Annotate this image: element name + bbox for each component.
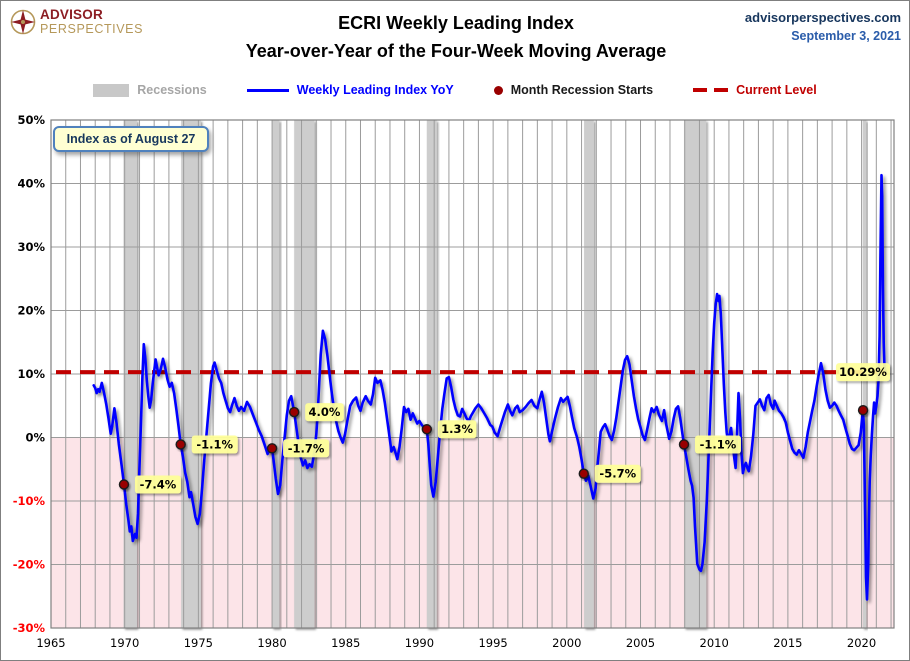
legend-item-recessions: Recessions	[93, 83, 207, 97]
y-tick-label: 40%	[17, 177, 45, 191]
annotation-bg	[283, 439, 330, 458]
line-swatch	[246, 88, 289, 92]
y-tick-label: 20%	[17, 304, 45, 318]
annotation-label: -5.7%	[599, 467, 636, 481]
y-tick-label: 0%	[25, 431, 45, 445]
x-tick-label: 1980	[257, 636, 286, 650]
annotation-bg	[694, 435, 741, 454]
annotation-bg	[134, 475, 181, 494]
dot-swatch	[493, 85, 503, 95]
x-tick-label: 1985	[331, 636, 360, 650]
wli-yoy-chart: 50% 40% 30% 20% 10% 0% -10% -20% -30%1965 1970 197…	[13, 113, 895, 650]
x-tick-label: 2005	[626, 636, 655, 650]
current-level-label: 10.29%	[839, 365, 887, 379]
chart-title-line2: Year-over-Year of the Four-Week Moving A…	[245, 41, 667, 61]
annotation-label: -1.1%	[700, 437, 737, 451]
y-tick-label: 10%	[17, 367, 45, 381]
annotation-label: 1.3%	[441, 422, 473, 436]
callout-text: Index as of August 27	[66, 132, 196, 146]
wli-yoy-line	[92, 173, 888, 601]
annotation-bg	[437, 420, 477, 439]
source-site[interactable]: advisorperspectives.com	[744, 10, 901, 25]
recession-start-dot	[118, 479, 130, 490]
advisor-perspectives-logo: ADVISOR PERSPECTIVES	[9, 8, 143, 36]
chart-titles: ECRI Weekly Leading Index Year-over-Year…	[181, 9, 731, 65]
annotation-bg	[191, 435, 238, 454]
negative-region	[51, 437, 894, 628]
index-asof-callout: Index as of August 27	[53, 126, 209, 152]
chart-title-line1: ECRI Weekly Leading Index	[338, 13, 574, 33]
legend-label: Recessions	[137, 83, 207, 97]
legend-item-wli: Weekly Leading Index YoY	[246, 83, 454, 97]
y-tick-label: 50%	[17, 113, 45, 127]
legend: Recessions Weekly Leading Index YoY Mont…	[1, 83, 909, 97]
recession-start-dot	[288, 406, 300, 418]
recession-start-dot	[857, 404, 869, 416]
plot-border	[50, 119, 895, 629]
annotation-bg	[594, 464, 641, 483]
y-tick-label: -30%	[13, 621, 46, 635]
legend-item-recession-starts: Month Recession Starts	[493, 83, 654, 97]
legend-label: Weekly Leading Index YoY	[296, 83, 454, 97]
recession-start-dot	[421, 424, 433, 435]
annotation-label: -1.1%	[196, 437, 233, 451]
legend-item-current-level: Current Level	[693, 83, 817, 97]
annotation-label: -7.4%	[140, 477, 177, 491]
y-tick-label: -20%	[13, 558, 46, 572]
y-tick-label: 30%	[17, 240, 45, 254]
source-block: advisorperspectives.com September 3, 202…	[745, 9, 901, 45]
x-tick-label: 2015	[773, 636, 802, 650]
current-level-label-bg	[836, 363, 890, 382]
logo-line1: ADVISOR	[40, 7, 103, 22]
legend-label: Current Level	[736, 83, 817, 97]
x-tick-label: 2010	[700, 636, 729, 650]
annotation-bg	[305, 403, 344, 422]
compass-rose-icon	[10, 9, 36, 35]
recession-start-dot	[266, 443, 278, 454]
source-date: September 3, 2021	[791, 29, 901, 43]
x-tick-label: 1995	[478, 636, 507, 650]
x-tick-label: 1975	[184, 636, 213, 650]
recession-band-swatch	[93, 83, 130, 97]
y-tick-label: -10%	[13, 494, 46, 508]
x-tick-label: 1970	[110, 636, 139, 650]
legend-label: Month Recession Starts	[510, 83, 654, 97]
x-tick-label: 1965	[36, 636, 65, 650]
dash-swatch	[693, 88, 729, 92]
recession-start-dot	[578, 468, 589, 479]
x-tick-label: 1990	[405, 636, 434, 650]
logo-line2: PERSPECTIVES	[40, 21, 144, 36]
recession-start-dot	[175, 439, 186, 450]
x-tick-label: 2000	[552, 636, 581, 650]
recession-start-dot	[678, 439, 690, 450]
annotation-label: 4.0%	[309, 405, 341, 419]
x-tick-label: 2020	[847, 636, 876, 650]
chart-area: 50% 40% 30% 20% 10% 0% -10% -20% -30% 1965 1970 197…	[1, 109, 909, 660]
annotation-label: -1.7%	[288, 441, 325, 455]
